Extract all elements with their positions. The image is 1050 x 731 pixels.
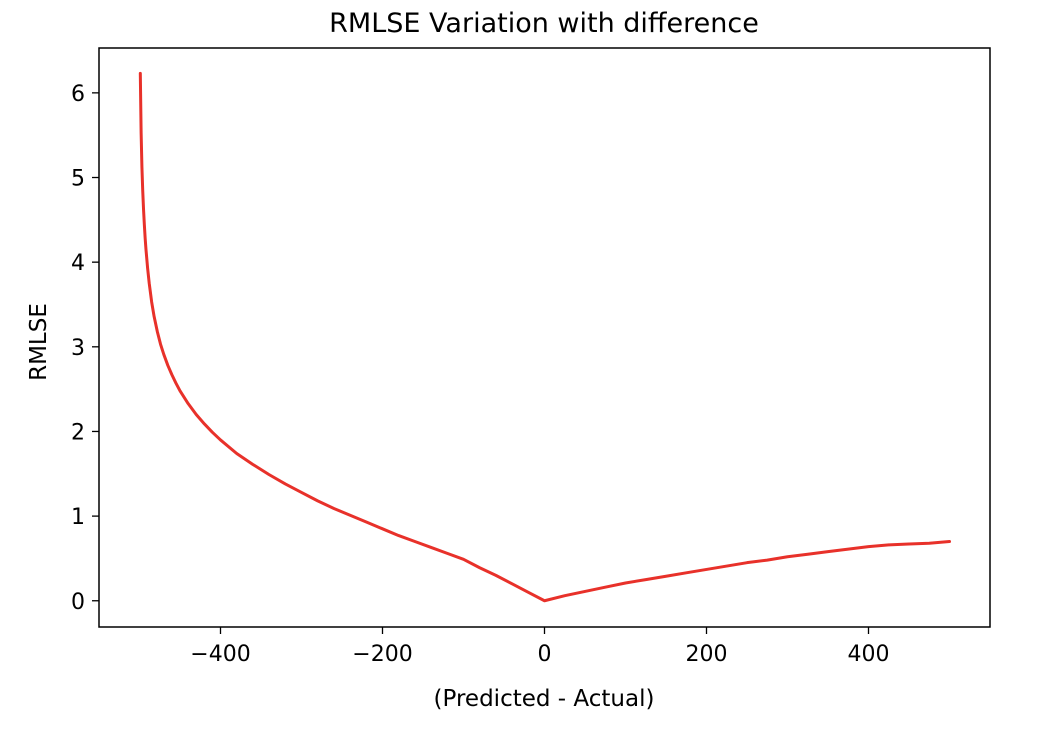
x-tick-label: 200 xyxy=(686,642,728,667)
y-axis-ticks: 0 1 2 3 4 5 6 xyxy=(71,82,99,615)
chart-title: RMLSE Variation with difference xyxy=(329,8,759,39)
y-tick-label: 5 xyxy=(71,167,85,192)
y-tick-label: 1 xyxy=(71,505,85,530)
x-tick-label: 400 xyxy=(848,642,890,667)
y-tick-label: 2 xyxy=(71,420,85,445)
y-tick-label: 0 xyxy=(71,590,85,615)
x-axis-ticks: −400 −200 0 200 400 xyxy=(190,627,890,667)
y-axis-label: RMLSE xyxy=(26,303,52,381)
y-tick-label: 4 xyxy=(71,251,85,276)
y-tick-label: 6 xyxy=(71,82,85,107)
x-tick-label: 0 xyxy=(538,642,552,667)
y-tick-label: 3 xyxy=(71,336,85,361)
plot-area xyxy=(138,71,951,603)
x-tick-label: −200 xyxy=(352,642,412,667)
series-line xyxy=(138,71,951,603)
x-tick-label: −400 xyxy=(190,642,250,667)
plot-frame xyxy=(98,47,991,628)
x-axis-label: (Predicted - Actual) xyxy=(434,686,655,712)
